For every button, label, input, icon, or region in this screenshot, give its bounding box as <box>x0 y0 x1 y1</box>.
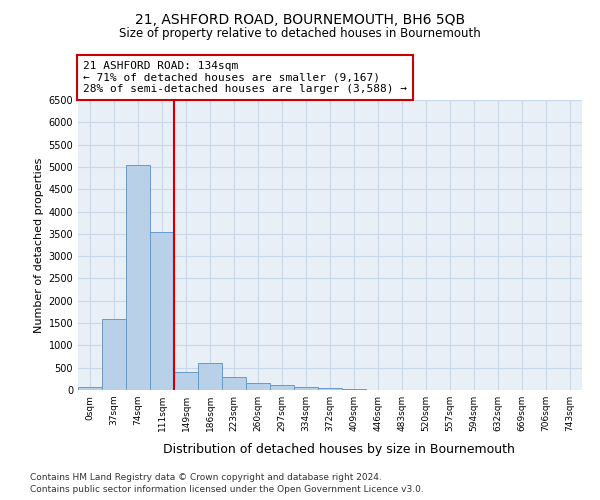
Bar <box>246 382 270 390</box>
Text: Distribution of detached houses by size in Bournemouth: Distribution of detached houses by size … <box>163 442 515 456</box>
Bar <box>222 376 246 390</box>
Text: Contains HM Land Registry data © Crown copyright and database right 2024.: Contains HM Land Registry data © Crown c… <box>30 472 382 482</box>
Text: Contains public sector information licensed under the Open Government Licence v3: Contains public sector information licen… <box>30 485 424 494</box>
Bar <box>318 388 342 390</box>
Bar <box>102 318 126 390</box>
Text: 21, ASHFORD ROAD, BOURNEMOUTH, BH6 5QB: 21, ASHFORD ROAD, BOURNEMOUTH, BH6 5QB <box>135 12 465 26</box>
Bar <box>198 363 222 390</box>
Bar <box>150 232 174 390</box>
Bar <box>342 389 366 390</box>
Bar <box>270 385 294 390</box>
Text: 21 ASHFORD ROAD: 134sqm
← 71% of detached houses are smaller (9,167)
28% of semi: 21 ASHFORD ROAD: 134sqm ← 71% of detache… <box>83 61 407 94</box>
Bar <box>294 387 318 390</box>
Bar <box>78 388 102 390</box>
Bar <box>174 372 198 390</box>
Text: Size of property relative to detached houses in Bournemouth: Size of property relative to detached ho… <box>119 28 481 40</box>
Bar <box>126 164 150 390</box>
Y-axis label: Number of detached properties: Number of detached properties <box>34 158 44 332</box>
